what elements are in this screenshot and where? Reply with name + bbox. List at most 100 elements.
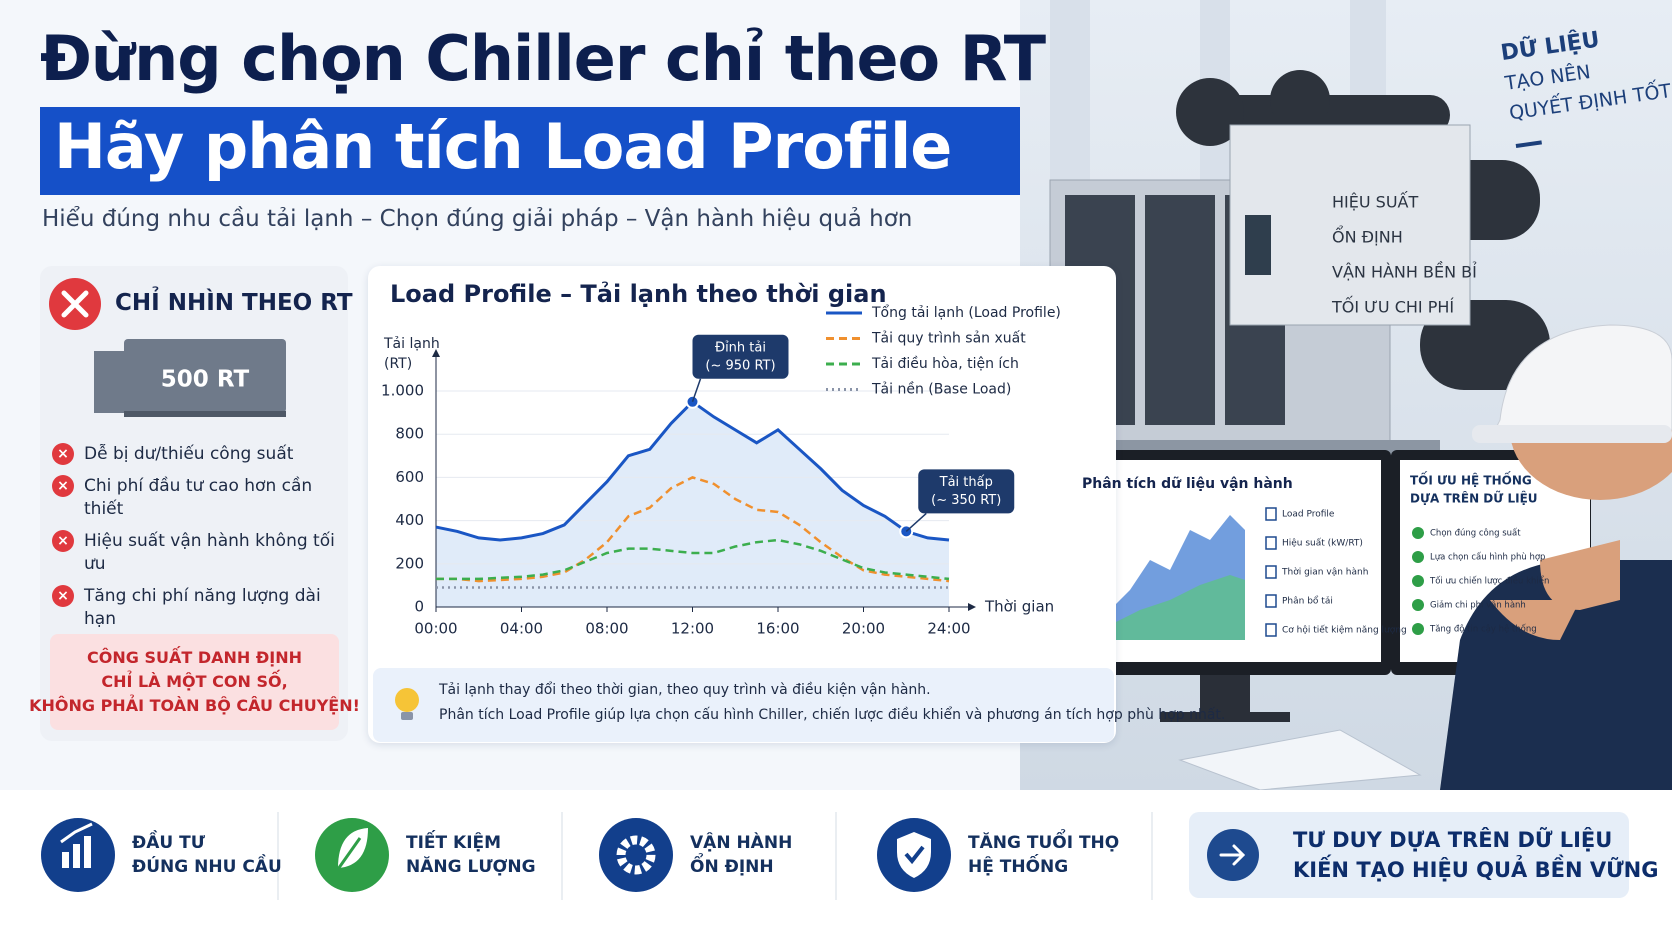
annotation-text: Tải thấp [939,475,993,490]
x-tick-label: 20:00 [842,620,885,638]
benefit-text: ĐẦU TƯ [132,833,205,853]
issue-list: × Dễ bị dư/thiếu công suất × Chi phí đầu tư… [52,443,342,631]
benefit-glyph [897,832,931,878]
chiller-unit-icon [94,339,286,417]
monitor-item: Giảm chi phí vận hành [1430,600,1526,611]
check-icon [1412,575,1424,587]
callout-line: KHÔNG PHẢI TOÀN BỘ CÂU CHUYỆN! [29,696,360,715]
y-tick-label: 200 [395,554,424,572]
x-tick-label: 24:00 [927,620,970,638]
issue-icon: × [52,530,74,552]
y-axis-label: (RT) [384,356,412,372]
legend-label: Tải nền (Base Load) [871,381,1011,398]
check-icon [1412,623,1424,635]
cta-line: KIẾN TẠO HIỆU QUẢ BỀN VỮNG [1293,858,1659,882]
issue-text: Dễ bị dư/thiếu công suất [84,444,294,464]
benefit-glyph [334,828,368,873]
monitor-item-icon [1265,623,1277,637]
chiller-panel-text: HIỆU SUẤT [1332,191,1418,212]
x-tick-label: 12:00 [671,620,714,638]
x-axis-label: Thời gian [984,598,1054,616]
check-icon [1412,551,1424,563]
y-tick-label: 1.000 [381,382,424,400]
highlight-bar [40,107,1020,195]
x-tick-label: 00:00 [414,620,457,638]
chart: Load Profile – Tải lạnh theo thời gian 0… [381,280,1061,638]
benefit-text: VẬN HÀNH [690,833,793,853]
unit-label: 500 RT [161,367,250,393]
y-tick-label: 600 [395,468,424,486]
callout-line: CHỈ LÀ MỘT CON SỐ, [101,672,288,691]
monitor-item-icon [1265,536,1277,550]
insight-line: Tải lạnh thay đổi theo thời gian, theo q… [439,682,931,698]
monitor-title: DỰA TRÊN DỮ LIỆU [1410,491,1538,506]
issue-icon: × [52,585,74,607]
issue: × Hiệu suất vận hành không tối ưu [52,530,342,576]
monitor-item: Tăng độ tin cậy hệ thống [1429,624,1537,635]
legend-label: Tổng tải lạnh (Load Profile) [871,304,1061,321]
x-icon-cross [61,290,89,318]
monitor-item: Hiệu suất (kW/RT) [1282,538,1363,549]
issue: × Tăng chi phí năng lượng dài hạn [52,585,342,631]
bulb-icon [395,688,419,720]
line [436,476,950,583]
benefit-text: HỆ THỐNG [968,857,1069,877]
monitor-item-icon [1265,594,1277,608]
legend-label: Tải quy trình sản xuất [871,331,1026,347]
annotation-text: (~ 350 RT) [931,493,1001,508]
insight-line: Phân tích Load Profile giúp lựa chọn cấu… [439,707,1226,723]
issue: × Chi phí đầu tư cao hơn cần thiết [52,475,342,521]
title: Đừng chọn Chiller chỉ theo RT [40,22,1046,95]
monitor-item: Chọn đúng công suất [1430,528,1521,539]
tagline-line: TẠO NÊN [1503,60,1592,95]
cta-line: TƯ DUY DỰA TRÊN DỮ LIỆU [1293,828,1613,852]
monitor-item-icon [1265,507,1277,521]
rt-panel-title: CHỈ NHÌN THEO RT [115,290,353,316]
x-axis-arrow [968,603,976,611]
chiller-panel-text: ỔN ĐỊNH [1332,226,1403,247]
callout: CÔNG SUẤT DANH ĐỊNH CHỈ LÀ MỘT CON SỐ, KHÔ… [29,634,360,730]
annotation-box [918,469,1015,514]
legend-label: Tải điều hòa, tiện ích [871,355,1019,372]
chiller-panel-text: VẬN HÀNH BỀN BỈ [1332,261,1477,282]
benefit-text: TĂNG TUỔI THỌ [968,833,1120,853]
x-tick-label: 16:00 [756,620,799,638]
issue: × Dễ bị dư/thiếu công suất [52,443,342,466]
benefit-icons [41,812,1153,900]
check-icon [1412,599,1424,611]
benefit-glyph [616,835,656,875]
insight-box [373,668,1114,742]
monitor-item: Cơ hội tiết kiệm năng lượng [1282,625,1407,636]
issue-text: Hiệu suất vận hành không tối ưu [84,531,335,574]
monitor-1 [1055,450,1391,722]
y-tick-label: 800 [395,425,424,443]
monitor-item: Thời gian vận hành [1281,567,1368,578]
y-axis-label: Tải lạnh [383,336,440,352]
line [436,538,950,581]
chart-title: Load Profile – Tải lạnh theo thời gian [390,280,887,308]
y-tick-label: 400 [395,511,424,529]
y-tick-label: 0 [414,598,424,616]
subtitle: Hiểu đúng nhu cầu tải lạnh – Chọn đúng g… [42,206,913,232]
area [436,401,949,607]
benefit-text: ỔN ĐỊNH [690,857,774,877]
x-tick-label: 04:00 [500,620,543,638]
monitor-item: Lựa chọn cấu hình phù hợp [1430,552,1545,563]
engineer [1440,324,1672,790]
benefit-text: ĐÚNG NHU CẦU [132,857,282,877]
check-icon [1412,527,1424,539]
benefit-text: TIẾT KIỆM [406,833,502,853]
highlight-title: Hãy phân tích Load Profile [54,110,952,183]
annotation-text: Đỉnh tải [715,340,766,355]
rt-icons: 500 RT [49,278,286,417]
issue-icon: × [52,475,74,497]
issue-text: Tăng chi phí năng lượng dài hạn [84,586,321,629]
monitor-item: Phân bổ tải [1282,596,1333,607]
annotation-box [692,334,789,379]
cta-arrow [1207,829,1259,881]
benefit-glyph [60,822,93,868]
chiller-panel-text: TỐI ƯU CHI PHÍ [1331,296,1454,317]
